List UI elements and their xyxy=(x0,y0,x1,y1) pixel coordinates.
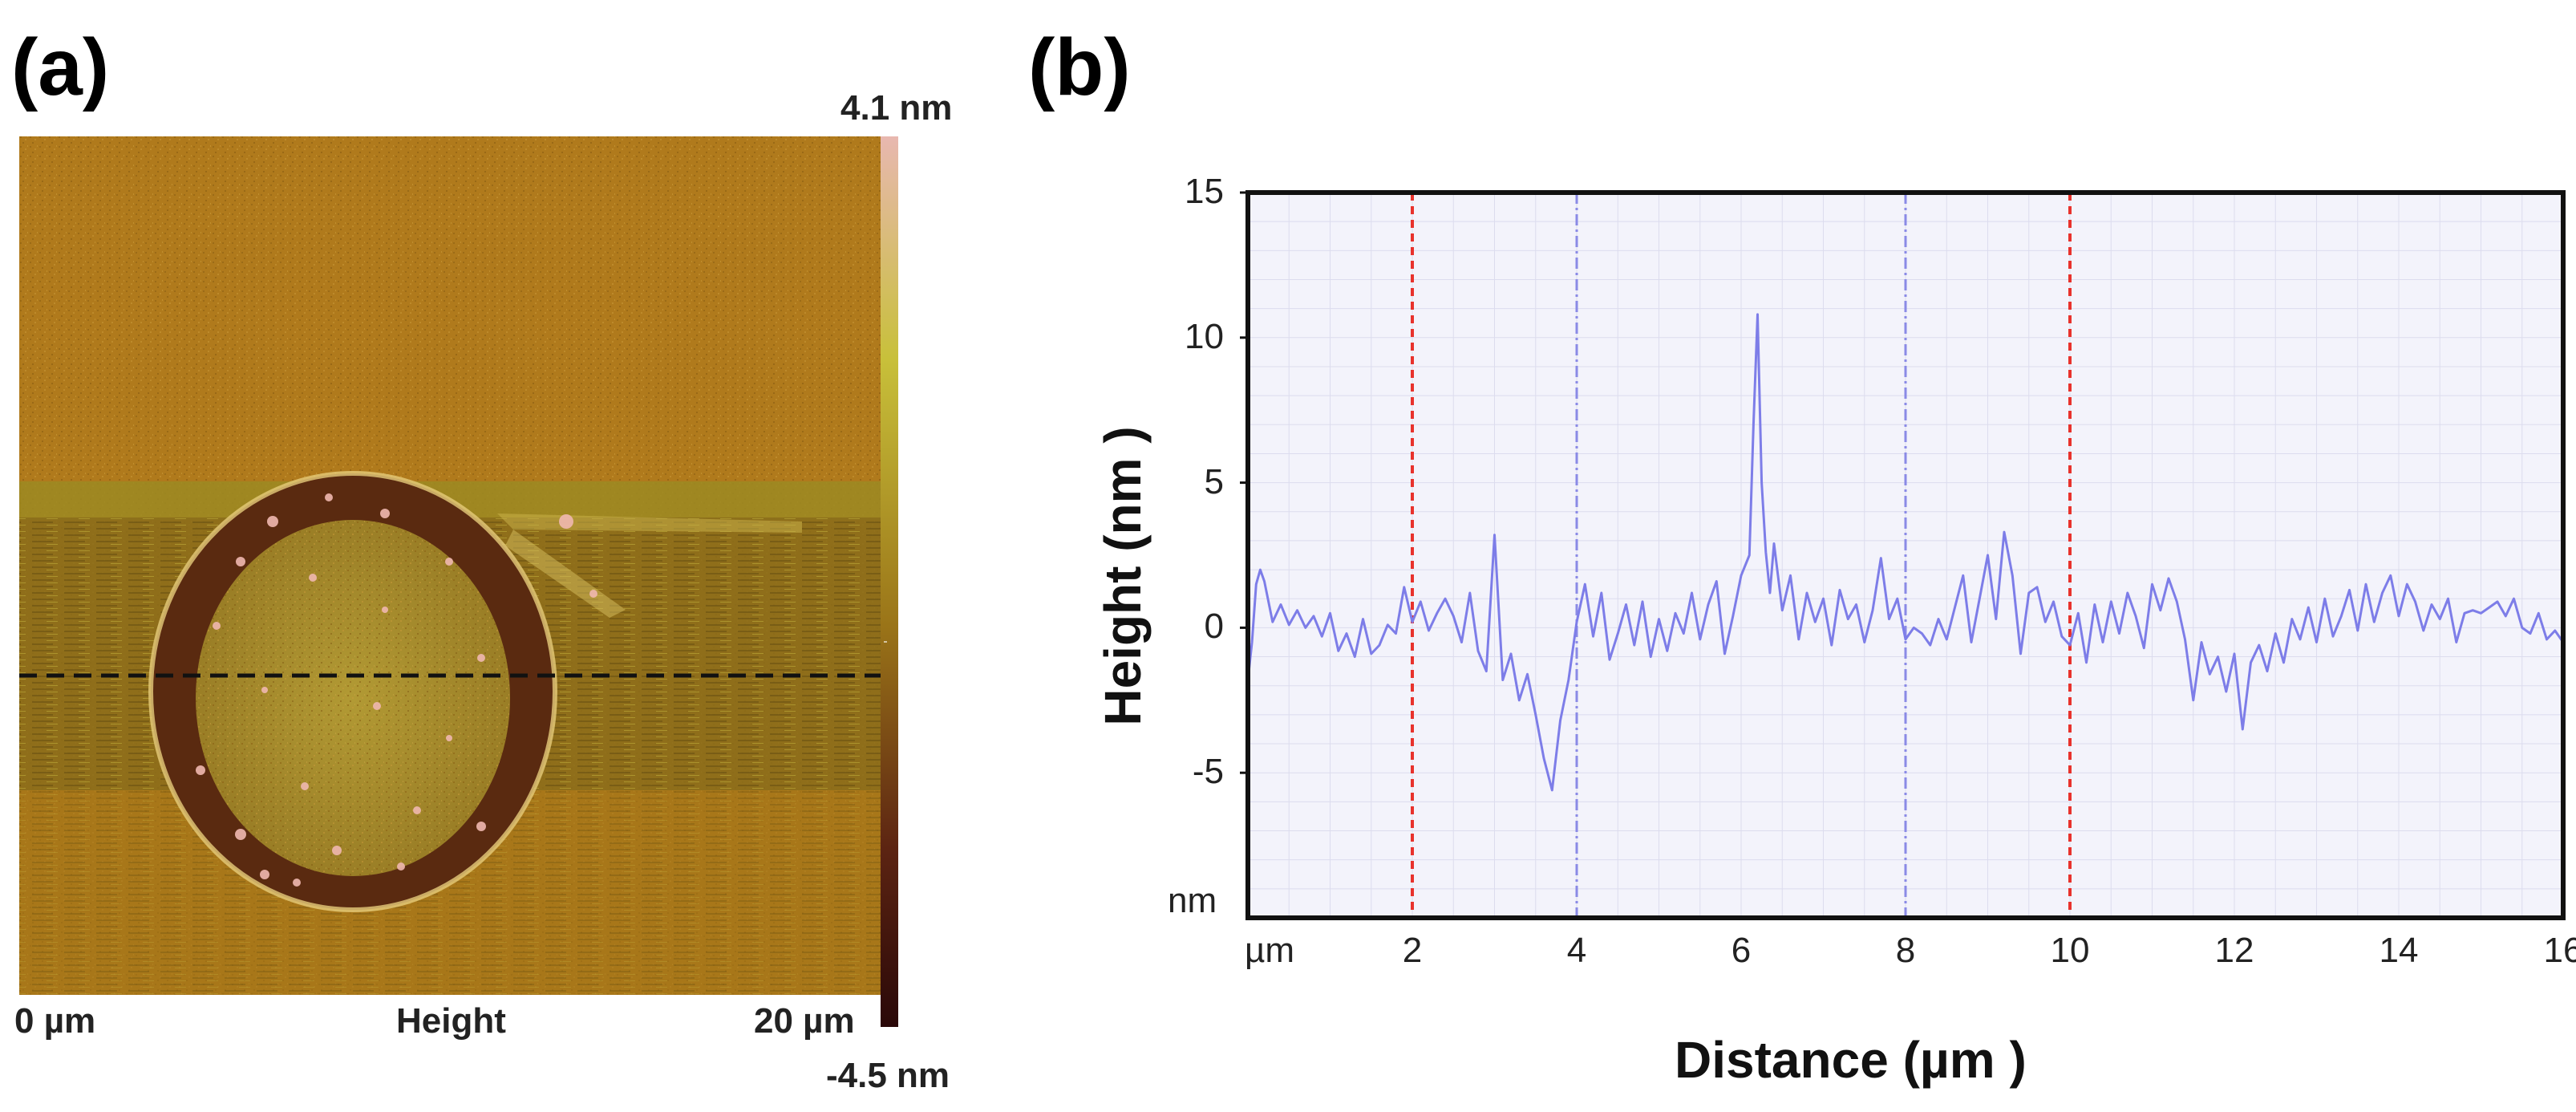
x-tick-label: 16 xyxy=(2543,931,2576,970)
panel-a-label: (a) xyxy=(11,22,110,112)
afm-x-start-label: 0 µm xyxy=(14,1001,96,1041)
x-tick-label: 12 xyxy=(2214,931,2254,970)
afm-x-end-label: 20 µm xyxy=(754,1001,855,1041)
colorbar-max-label: 4.1 nm xyxy=(840,88,953,128)
y-tick-label: 15 xyxy=(1185,172,1224,211)
y-unit-tick: nm xyxy=(1168,881,1217,920)
afm-particles xyxy=(196,493,597,887)
y-axis-title: Height (nm ) xyxy=(1094,426,1152,726)
y-tick-label: 0 xyxy=(1204,607,1224,647)
afm-channel-label: Height xyxy=(396,1001,506,1041)
panel-b-label: (b) xyxy=(1028,22,1131,112)
x-tick-label: 4 xyxy=(1566,931,1587,970)
y-tick-label: 5 xyxy=(1204,461,1224,501)
afm-droplet-ring xyxy=(151,473,555,910)
x-tick-label: 6 xyxy=(1731,931,1752,970)
colorbar-min-label: -4.5 nm xyxy=(826,1056,950,1095)
x-tick-label: 8 xyxy=(1895,931,1916,970)
plot-frame xyxy=(1245,190,2566,920)
x-tick-label: 14 xyxy=(2379,931,2419,970)
afm-background xyxy=(19,136,882,995)
y-tick-label: -5 xyxy=(1192,752,1224,792)
x-axis-title: Distance (µm ) xyxy=(1675,1031,2027,1089)
y-tick-label: 10 xyxy=(1185,316,1224,356)
plot-area xyxy=(1248,193,2563,918)
colorbar xyxy=(881,136,898,1027)
x-tick-label: 10 xyxy=(2050,931,2090,970)
afm-droplet-inner xyxy=(196,520,510,876)
x-tick-label: 2 xyxy=(1402,931,1423,970)
x-unit-tick: µm xyxy=(1245,931,1295,970)
profile-line-series xyxy=(1246,313,2565,792)
afm-band xyxy=(19,481,882,520)
